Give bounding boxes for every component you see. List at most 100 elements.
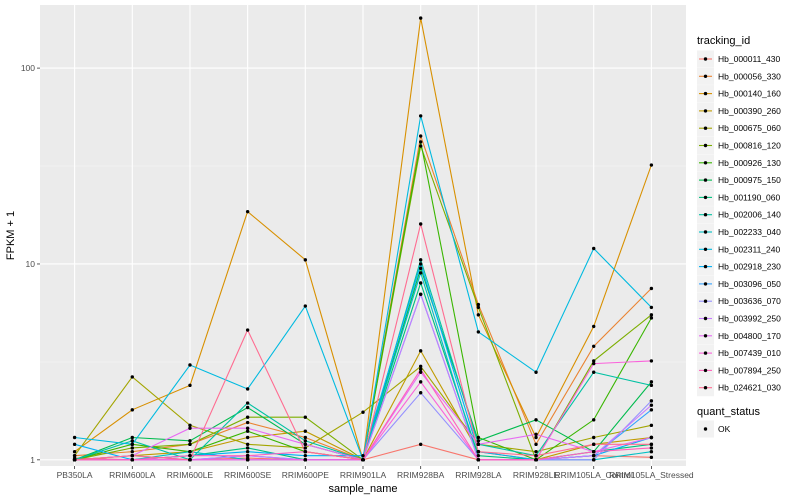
data-point bbox=[418, 370, 423, 374]
data-point bbox=[592, 442, 596, 447]
data-point bbox=[418, 380, 423, 384]
data-point bbox=[72, 458, 77, 462]
data-point bbox=[188, 450, 192, 454]
x-tick-label: RRIM928BA bbox=[397, 470, 445, 480]
data-point bbox=[418, 140, 423, 144]
data-point bbox=[418, 292, 423, 297]
legend-label: Hb_000675_060 bbox=[718, 123, 781, 133]
data-point bbox=[303, 442, 308, 447]
legend-point bbox=[703, 91, 708, 96]
quant-status-legend: quant_status OK bbox=[697, 406, 760, 438]
x-tick-label: PB350LA bbox=[57, 470, 93, 480]
y-tick-label: 100 bbox=[21, 63, 35, 73]
data-point bbox=[303, 429, 308, 433]
legend-label: Hb_007439_010 bbox=[718, 348, 781, 358]
legend-label: Hb_001190_060 bbox=[718, 192, 781, 202]
data-point bbox=[130, 442, 134, 447]
x-tick-label: RRIM600LA bbox=[109, 470, 156, 480]
data-point bbox=[245, 328, 250, 332]
data-point bbox=[303, 304, 308, 308]
data-point bbox=[418, 349, 423, 353]
data-point bbox=[476, 313, 481, 317]
data-point bbox=[188, 442, 192, 447]
data-point bbox=[72, 450, 77, 454]
legend-point bbox=[703, 264, 708, 269]
legend-point bbox=[703, 213, 708, 217]
data-point bbox=[245, 209, 250, 214]
data-point bbox=[418, 266, 423, 271]
data-point bbox=[418, 367, 423, 371]
legend-point bbox=[703, 57, 708, 61]
data-point bbox=[418, 144, 423, 148]
legend-label: Hb_003992_250 bbox=[718, 314, 781, 324]
data-point bbox=[592, 418, 596, 422]
data-point bbox=[188, 453, 192, 458]
data-point bbox=[476, 450, 481, 454]
legend-label: Hb_000056_330 bbox=[718, 71, 781, 81]
legend-point bbox=[703, 195, 708, 200]
x-tick-label: RRIM600PE bbox=[282, 470, 330, 480]
data-point bbox=[476, 435, 481, 440]
data-point bbox=[361, 458, 365, 462]
y-axis-title: FPKM + 1 bbox=[5, 211, 17, 260]
data-point bbox=[303, 415, 308, 419]
data-point bbox=[592, 359, 596, 363]
legend-label: Hb_000816_120 bbox=[718, 141, 781, 151]
data-point bbox=[649, 450, 654, 454]
data-point bbox=[418, 222, 423, 226]
legend-label: Hb_003096_050 bbox=[718, 279, 781, 289]
data-point bbox=[188, 383, 192, 388]
data-point bbox=[592, 361, 596, 366]
data-point bbox=[361, 453, 365, 458]
x-tick-label: RRIM928LA bbox=[455, 470, 502, 480]
data-point bbox=[245, 453, 250, 458]
data-point bbox=[303, 435, 308, 440]
data-point bbox=[130, 439, 134, 443]
legend-label: Hb_002918_230 bbox=[718, 262, 781, 272]
data-point bbox=[418, 281, 423, 285]
data-point bbox=[592, 458, 596, 462]
data-point bbox=[245, 435, 250, 440]
legend-label: Hb_002233_040 bbox=[718, 227, 781, 237]
data-point bbox=[649, 313, 654, 317]
data-point bbox=[534, 450, 538, 454]
data-point bbox=[649, 380, 654, 384]
legend-title: tracking_id bbox=[697, 35, 750, 47]
x-tick-label: RRIM600SE bbox=[224, 470, 272, 480]
data-point bbox=[303, 458, 308, 462]
data-point bbox=[188, 426, 192, 430]
data-point bbox=[592, 324, 596, 329]
data-point bbox=[476, 330, 481, 334]
data-point bbox=[592, 246, 596, 251]
data-point bbox=[534, 418, 538, 422]
legend-label: Hb_000926_130 bbox=[718, 158, 781, 168]
data-point bbox=[303, 439, 308, 443]
data-point bbox=[534, 435, 538, 440]
data-point bbox=[592, 450, 596, 454]
legend-point bbox=[703, 247, 708, 251]
data-point bbox=[534, 458, 538, 462]
data-point bbox=[418, 134, 423, 138]
data-point bbox=[245, 401, 250, 405]
legend-point bbox=[703, 178, 708, 182]
x-axis-title: sample_name bbox=[328, 483, 397, 495]
legend-point bbox=[703, 282, 708, 286]
legend-point bbox=[703, 143, 708, 148]
data-point bbox=[72, 453, 77, 458]
legend-label: Hb_002006_140 bbox=[718, 210, 781, 220]
tracking-id-legend: tracking_id Hb_000011_430 Hb_000056_330 Hb… bbox=[697, 35, 781, 397]
legend-point bbox=[703, 126, 708, 130]
status-legend-title: quant_status bbox=[697, 406, 760, 418]
x-axis: PB350LA RRIM600LA RRIM600LE RRIM600SE RRIM60… bbox=[57, 466, 694, 480]
data-point bbox=[72, 435, 77, 440]
data-point bbox=[534, 432, 538, 437]
data-point bbox=[476, 458, 481, 462]
data-point bbox=[188, 439, 192, 443]
data-point bbox=[130, 446, 134, 450]
data-point bbox=[592, 370, 596, 374]
data-points bbox=[72, 16, 654, 462]
data-point bbox=[476, 453, 481, 458]
data-point bbox=[649, 383, 654, 388]
status-label: OK bbox=[718, 424, 731, 434]
